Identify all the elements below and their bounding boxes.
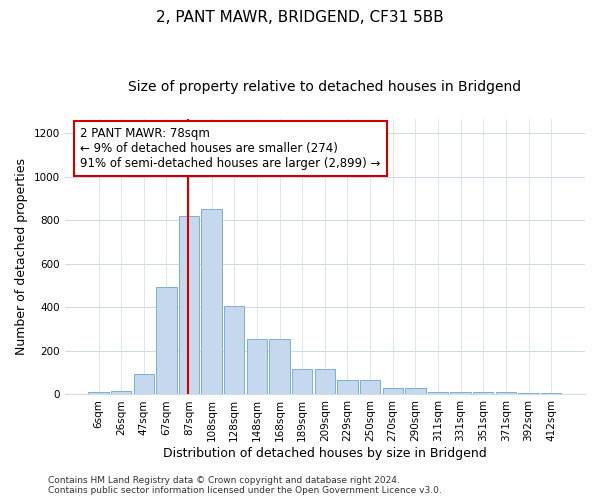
Bar (269, 339, 290, 394)
Bar (428, 392, 448, 394)
Text: 2, PANT MAWR, BRIDGEND, CF31 5BB: 2, PANT MAWR, BRIDGEND, CF31 5BB (156, 10, 444, 25)
Bar (88, 392, 109, 394)
Title: Size of property relative to detached houses in Bridgend: Size of property relative to detached ho… (128, 80, 521, 94)
Text: 2 PANT MAWR: 78sqm
← 9% of detached houses are smaller (274)
91% of semi-detache: 2 PANT MAWR: 78sqm ← 9% of detached hous… (80, 127, 380, 170)
Bar (405, 388, 425, 394)
Bar (518, 392, 539, 394)
Bar (383, 388, 403, 394)
Text: Contains HM Land Registry data © Crown copyright and database right 2024.
Contai: Contains HM Land Registry data © Crown c… (48, 476, 442, 495)
Bar (134, 374, 154, 394)
X-axis label: Distribution of detached houses by size in Bridgend: Distribution of detached houses by size … (163, 447, 487, 460)
Y-axis label: Number of detached properties: Number of detached properties (15, 158, 28, 355)
Bar (224, 306, 244, 394)
Bar (292, 370, 313, 394)
Bar (202, 209, 222, 394)
Bar (247, 339, 267, 394)
Bar (496, 392, 516, 394)
Bar (360, 380, 380, 394)
Bar (473, 392, 493, 394)
Bar (314, 370, 335, 394)
Bar (111, 391, 131, 394)
Bar (451, 392, 471, 394)
Bar (179, 216, 199, 394)
Bar (337, 380, 358, 394)
Bar (156, 286, 176, 395)
